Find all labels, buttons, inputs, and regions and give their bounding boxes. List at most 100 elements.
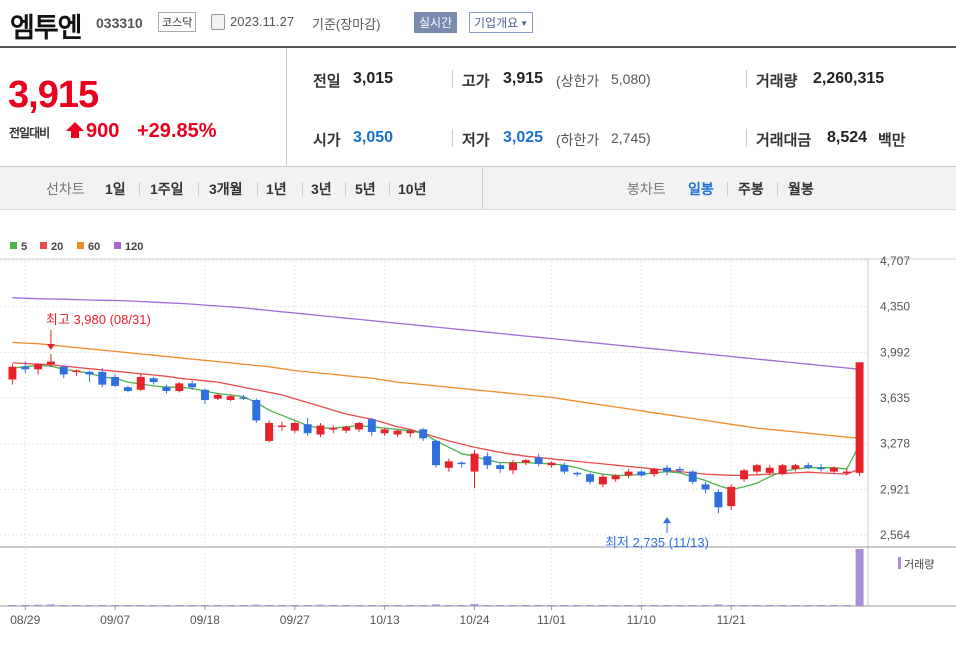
candle-body — [303, 424, 312, 434]
low-label: 저가 — [462, 132, 490, 149]
volume-bar — [303, 605, 312, 606]
y-tick-label: 2,564 — [880, 528, 910, 542]
candle-body — [650, 469, 659, 475]
x-tick-label: 11/01 — [537, 613, 566, 627]
stock-chart[interactable]: 4,707 4,350 3,992 3,635 3,278 2,921 2,564 08/29… — [0, 209, 956, 647]
amount-value: 8,524 — [827, 129, 868, 146]
candle-body — [406, 430, 415, 434]
candle-body — [611, 475, 620, 480]
volume-bar — [72, 605, 81, 606]
volume-bar — [509, 605, 517, 606]
volume-bar — [213, 605, 222, 606]
candle-body — [675, 469, 684, 471]
candle-body — [34, 364, 43, 370]
volume-bar — [406, 605, 415, 606]
period-1w[interactable]: 1주일 — [150, 181, 184, 197]
legend-swatch — [114, 242, 121, 249]
x-tick-label: 10/24 — [459, 613, 489, 627]
period-3m[interactable]: 3개월 — [209, 181, 243, 197]
open-label: 시가 — [313, 132, 341, 149]
prev-close-value: 3,015 — [353, 70, 394, 87]
high-arrow-head — [46, 343, 55, 350]
volume-bar — [188, 605, 197, 606]
legend-label: 20 — [51, 241, 63, 253]
x-tick-label: 11/10 — [627, 613, 656, 627]
candle-daily[interactable]: 일봉 — [688, 181, 714, 197]
volume-bar — [829, 605, 838, 606]
volume-bar — [123, 605, 132, 606]
x-tick-label: 09/07 — [100, 613, 130, 627]
candle-body — [534, 457, 543, 464]
amount-label: 거래대금 — [756, 132, 812, 149]
candle-body — [162, 387, 171, 392]
candle-body — [521, 460, 530, 463]
change-percent: +29.85% — [137, 120, 217, 142]
candle-body — [8, 366, 17, 380]
candle-body — [316, 425, 325, 435]
lower-limit-label: (하한가 — [556, 132, 600, 148]
amount-unit: 백만 — [878, 132, 906, 149]
legend-label: 5 — [21, 241, 27, 253]
volume-bar — [586, 605, 595, 606]
candle-monthly[interactable]: 월봉 — [788, 181, 814, 197]
realtime-button[interactable]: 실시간 — [414, 12, 458, 33]
candle-body — [637, 471, 646, 476]
change-label: 전일대비 — [9, 126, 50, 140]
y-tick-label: 3,992 — [880, 345, 910, 359]
candle-body — [791, 465, 800, 470]
volume-bar — [277, 605, 286, 606]
candle-body — [59, 366, 68, 375]
volume-bar — [714, 604, 723, 606]
candle-body — [817, 467, 826, 470]
period-3y[interactable]: 3년 — [311, 181, 332, 197]
volume-bar — [59, 605, 68, 606]
candle-body — [367, 419, 376, 432]
volume-bar — [380, 605, 389, 606]
candle-body — [188, 383, 197, 388]
volume-bar — [149, 605, 158, 606]
volume-label: 거래량 — [756, 73, 798, 90]
candle-body — [752, 465, 761, 472]
volume-bar — [355, 605, 363, 606]
candle-body — [393, 430, 402, 435]
volume-bar — [650, 605, 659, 606]
divider — [139, 182, 140, 196]
candle-body — [419, 429, 428, 439]
candle-body — [740, 470, 749, 480]
period-5y[interactable]: 5년 — [355, 181, 376, 197]
volume-bar — [496, 605, 505, 606]
volume-bar — [470, 604, 479, 606]
candle-weekly[interactable]: 주봉 — [738, 181, 764, 197]
chevron-down-icon: ▼ — [520, 19, 529, 28]
period-10y[interactable]: 10년 — [398, 181, 427, 197]
candle-body — [149, 378, 158, 383]
y-tick-label: 4,707 — [880, 254, 910, 268]
candle-body — [98, 371, 107, 385]
period-1d[interactable]: 1일 — [105, 181, 126, 197]
period-1y[interactable]: 1년 — [266, 181, 287, 197]
stock-header — [0, 0, 956, 48]
lower-limit-value: 2,745) — [611, 130, 651, 146]
volume-bar — [85, 605, 94, 606]
volume-bar — [21, 605, 30, 606]
candle-body — [111, 376, 120, 386]
prev-close-label: 전일 — [313, 73, 341, 90]
candle-body — [842, 471, 851, 474]
candle-body — [727, 486, 736, 507]
volume-bar — [457, 605, 466, 606]
x-tick-label: 11/21 — [717, 613, 746, 627]
volume-bar — [637, 605, 646, 606]
candle-body — [765, 467, 774, 473]
company-overview-button[interactable]: 기업개요 ▼ — [469, 12, 534, 33]
candle-body — [342, 426, 351, 431]
volume-bar — [162, 605, 171, 606]
candle-chart-label: 봉차트 — [627, 181, 666, 197]
volume-bar — [290, 605, 299, 606]
volume-bar — [419, 605, 428, 606]
volume-bar — [265, 605, 274, 606]
candle-body — [457, 462, 466, 465]
change-value: 900 — [86, 120, 120, 142]
low-annotation: 최저 2,735 (11/13) — [605, 535, 709, 550]
candle-body — [483, 456, 492, 466]
volume-bar — [444, 605, 453, 606]
